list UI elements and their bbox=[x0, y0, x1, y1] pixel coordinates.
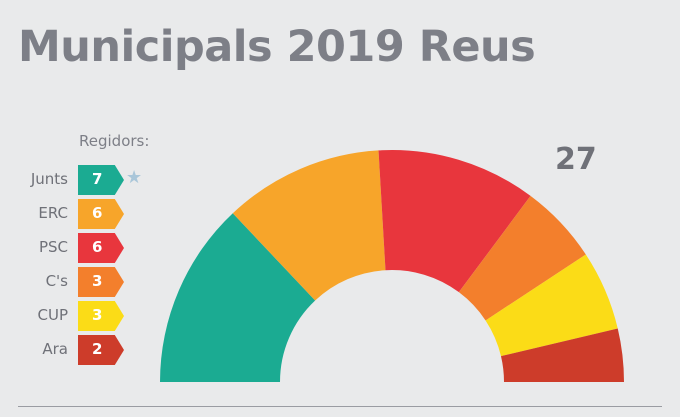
legend-seat-count: 7 bbox=[92, 170, 103, 188]
seat-segment-junts bbox=[160, 213, 316, 382]
legend-item: C's 3 bbox=[0, 267, 160, 297]
legend-seat-badge: 6 bbox=[78, 199, 124, 229]
seat-segment-cs bbox=[458, 195, 586, 321]
legend-item: PSC 6 bbox=[0, 233, 160, 263]
bottom-divider bbox=[18, 406, 662, 407]
legend-party-name: PSC bbox=[38, 238, 68, 256]
legend-seat-badge: 2 bbox=[78, 335, 124, 365]
legend-seat-badge: 7 bbox=[78, 165, 124, 195]
seat-segment-ara bbox=[500, 328, 624, 382]
legend-party-name: ERC bbox=[38, 204, 68, 222]
legend-seat-badge: 6 bbox=[78, 233, 124, 263]
legend-title: Regidors: bbox=[79, 132, 150, 150]
page-title: Municipals 2019 Reus bbox=[18, 22, 536, 72]
seat-segment-cup bbox=[485, 254, 618, 357]
legend-party-name: Junts bbox=[30, 170, 68, 188]
seat-segment-erc bbox=[232, 150, 386, 301]
legend-item: Ara 2 bbox=[0, 335, 160, 365]
legend-seat-count: 6 bbox=[92, 238, 103, 256]
legend-seat-badge: 3 bbox=[78, 301, 124, 331]
legend-seat-count: 3 bbox=[92, 272, 103, 290]
legend-seat-count: 6 bbox=[92, 204, 103, 222]
legend-party-name: C's bbox=[45, 272, 68, 290]
legend-item: ERC 6 bbox=[0, 199, 160, 229]
legend-party-name: Ara bbox=[42, 340, 68, 358]
seat-segment-psc bbox=[378, 150, 531, 293]
legend-seat-count: 2 bbox=[92, 340, 103, 358]
legend-seat-badge: 3 bbox=[78, 267, 124, 297]
legend-party-name: CUP bbox=[37, 306, 69, 324]
total-seats-label: 27 bbox=[555, 142, 597, 177]
legend-item: Junts 7 ★ bbox=[0, 165, 160, 195]
winner-star-icon: ★ bbox=[126, 167, 143, 188]
legend-seat-count: 3 bbox=[92, 306, 103, 324]
legend-item: CUP 3 bbox=[0, 301, 160, 331]
